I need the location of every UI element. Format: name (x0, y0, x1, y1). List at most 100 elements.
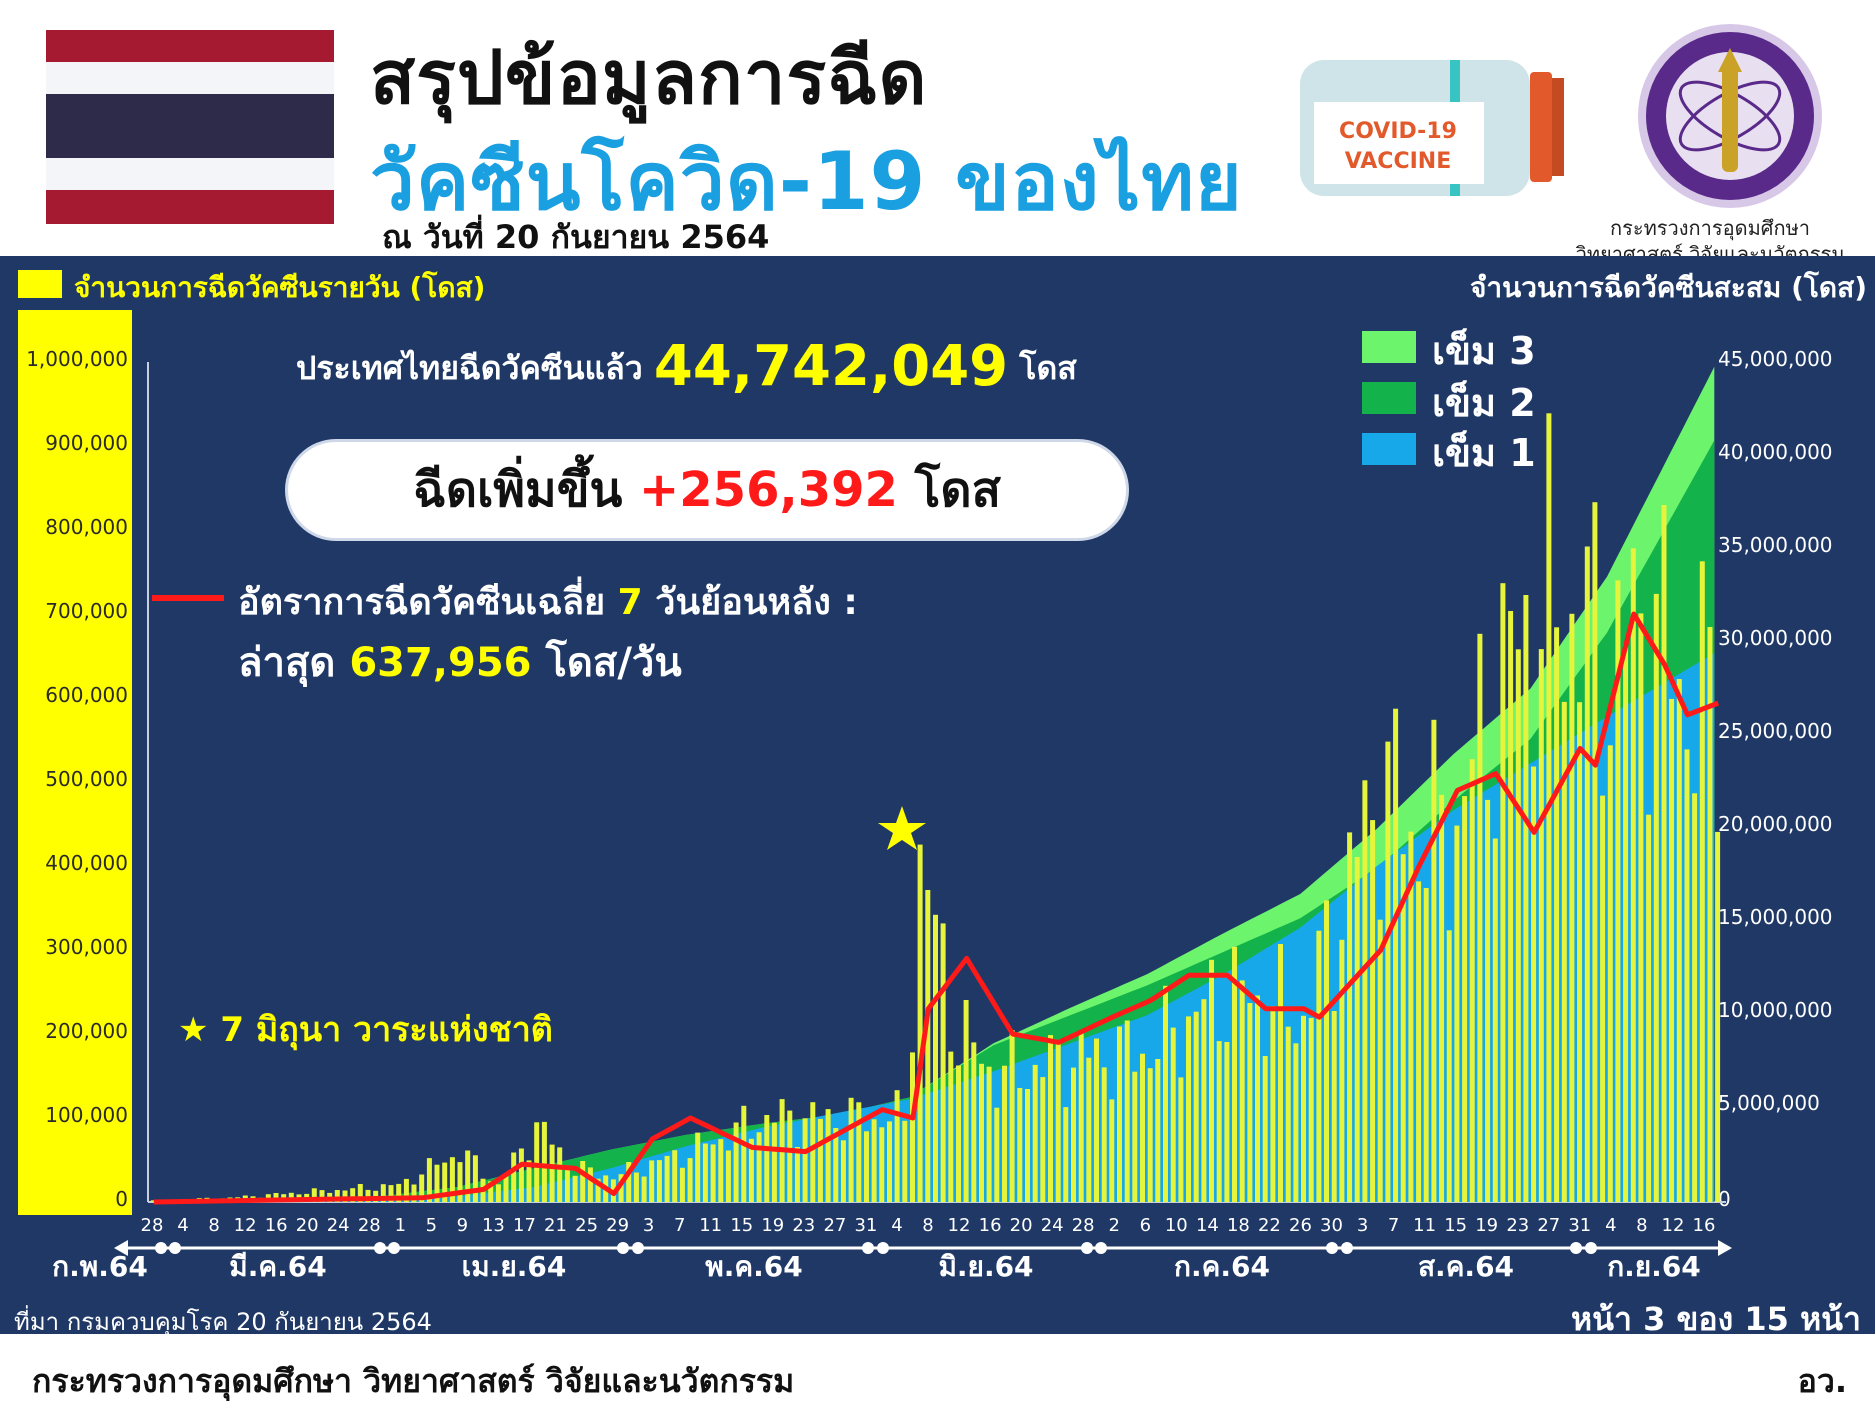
left-tick: 0 (115, 1187, 128, 1211)
daily-bar (1354, 857, 1360, 1202)
daily-bar (1201, 999, 1207, 1202)
daily-bar (1676, 679, 1682, 1202)
daily-bar (419, 1174, 425, 1202)
daily-bar (864, 1131, 869, 1202)
daily-bar (940, 923, 946, 1202)
daily-bar (1232, 946, 1237, 1202)
daily-bar (1454, 825, 1460, 1202)
daily-bar (334, 1190, 340, 1202)
x-tick-label: 10 (1165, 1215, 1188, 1236)
daily-bar (319, 1190, 325, 1202)
daily-bar (1485, 799, 1491, 1202)
vaccine-label-2: VACCINE (1345, 149, 1451, 174)
daily-bar (1117, 1026, 1122, 1202)
daily-bar (833, 1128, 839, 1202)
right-tick: 15,000,000 (1718, 905, 1833, 929)
daily-bar (365, 1189, 371, 1202)
daily-bar (1661, 505, 1667, 1202)
daily-bar (710, 1144, 716, 1202)
daily-bar (879, 1127, 885, 1202)
daily-bar (771, 1122, 777, 1202)
daily-bar (1623, 644, 1629, 1202)
daily-bar (549, 1144, 555, 1202)
daily-bar (664, 1155, 670, 1202)
daily-bar (1239, 980, 1245, 1202)
ministry-name-line1: กระทรวงการอุดมศึกษา (1610, 216, 1810, 240)
daily-bar (994, 1107, 1000, 1202)
daily-bar (1561, 701, 1567, 1202)
x-tick-label: 11 (1413, 1215, 1436, 1236)
avg-label-b: วันย้อนหลัง : (655, 582, 858, 623)
daily-bar (871, 1119, 877, 1202)
increase-unit: โดส (914, 462, 1001, 518)
total-unit: โดส (1019, 349, 1077, 387)
month-label: เม.ย.64 (462, 1250, 567, 1283)
daily-bar (1163, 985, 1168, 1202)
daily-bar (1278, 944, 1283, 1202)
daily-bar (1416, 881, 1422, 1202)
daily-bar (1032, 1064, 1038, 1202)
daily-bar (1377, 919, 1383, 1202)
daily-bar (956, 1065, 961, 1202)
daily-bar (1316, 930, 1322, 1202)
left-tick: 300,000 (45, 935, 128, 959)
right-tick: 25,000,000 (1718, 719, 1833, 743)
vaccine-label-1: COVID-19 (1339, 119, 1457, 144)
avg-rate-latest: ล่าสุด 637,956 โดส/วัน (238, 630, 682, 694)
daily-bar (971, 1042, 977, 1202)
daily-bar (1094, 1038, 1099, 1202)
x-tick-label: 27 (823, 1215, 846, 1236)
daily-bar (587, 1167, 593, 1202)
left-tick: 1,000,000 (26, 347, 128, 371)
left-tick: 200,000 (45, 1019, 128, 1043)
month-label: พ.ค.64 (705, 1250, 802, 1283)
daily-bar (1109, 1099, 1115, 1202)
daily-bar (1439, 794, 1445, 1202)
daily-bar (564, 1166, 570, 1202)
daily-bar (649, 1160, 655, 1202)
daily-bar (1063, 1107, 1069, 1202)
left-axis-title: จำนวนการฉีดวัคซีนรายวัน (โดส) (74, 271, 486, 304)
x-tick-label: 26 (1289, 1215, 1312, 1236)
x-tick-label: 12 (948, 1215, 971, 1236)
daily-bar (411, 1184, 417, 1202)
daily-bar (910, 1052, 915, 1202)
daily-bar (1692, 793, 1698, 1202)
daily-bar (1285, 1026, 1291, 1202)
right-tick: 35,000,000 (1718, 533, 1833, 557)
daily-bar (511, 1152, 517, 1202)
daily-bar (1508, 611, 1514, 1202)
daily-bar (1500, 583, 1506, 1202)
daily-bar (840, 1140, 846, 1202)
x-tick-label: 16 (979, 1215, 1002, 1236)
daily-bar (1209, 959, 1214, 1202)
legend-dose2: เข็ม 2 (1432, 381, 1536, 425)
month-label: ก.ย.64 (1607, 1250, 1701, 1283)
x-tick-label: 9 (457, 1215, 468, 1236)
daily-bar (150, 1200, 156, 1202)
x-tick-label: 2 (1108, 1215, 1119, 1236)
daily-bar (426, 1158, 432, 1202)
daily-bar (1600, 795, 1606, 1202)
daily-bar (1400, 854, 1406, 1202)
x-tick-label: 15 (730, 1215, 753, 1236)
latest-prefix: ล่าสุด (238, 640, 336, 686)
x-tick-label: 16 (265, 1215, 288, 1236)
total-prefix: ประเทศไทยฉีดวัคซีนแล้ว (296, 349, 643, 387)
daily-bar (1577, 702, 1583, 1202)
daily-bar (495, 1184, 501, 1202)
daily-bar (1370, 820, 1376, 1202)
daily-bar (1025, 1089, 1030, 1202)
daily-bar (595, 1178, 601, 1202)
daily-bar (457, 1162, 463, 1202)
daily-bar (1393, 708, 1399, 1202)
daily-bar (1408, 831, 1414, 1202)
daily-bar (1653, 593, 1659, 1202)
x-tick-label: 17 (513, 1215, 536, 1236)
daily-bar (933, 914, 938, 1202)
daily-bar (503, 1174, 509, 1202)
daily-bar (572, 1175, 578, 1202)
x-tick-label: 27 (1537, 1215, 1560, 1236)
x-tick-label: 13 (482, 1215, 505, 1236)
x-tick-label: 19 (1475, 1215, 1498, 1236)
